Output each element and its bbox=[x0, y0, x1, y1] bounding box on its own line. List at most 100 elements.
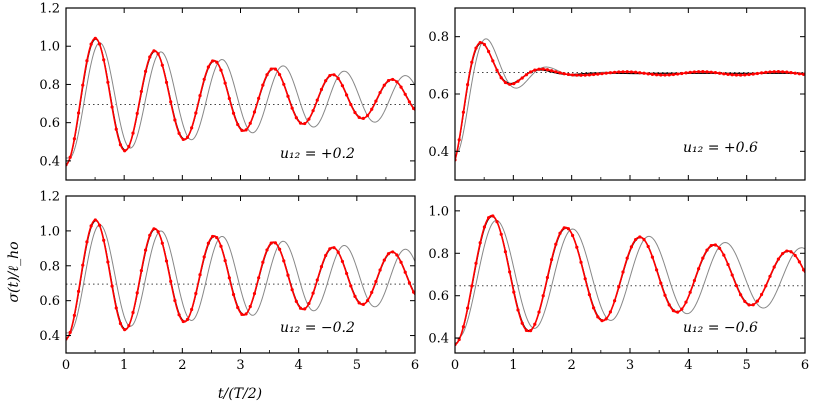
data-point bbox=[743, 73, 747, 77]
data-point bbox=[482, 225, 486, 229]
data-point bbox=[210, 234, 215, 239]
data-point bbox=[102, 238, 106, 242]
data-point bbox=[604, 71, 608, 75]
data-point bbox=[646, 72, 650, 76]
x-tick-label: 1 bbox=[509, 358, 517, 373]
data-point bbox=[550, 257, 554, 262]
data-point bbox=[797, 72, 802, 76]
data-point bbox=[558, 71, 562, 75]
data-point bbox=[244, 128, 248, 132]
data-point bbox=[190, 126, 194, 130]
data-point bbox=[164, 80, 169, 84]
data-point bbox=[730, 273, 734, 277]
data-point bbox=[764, 70, 768, 74]
data-point bbox=[382, 83, 386, 87]
data-point bbox=[223, 81, 227, 85]
data-point bbox=[550, 69, 554, 73]
data-point bbox=[688, 70, 692, 74]
data-point bbox=[148, 55, 152, 59]
data-point bbox=[265, 73, 269, 77]
data-point bbox=[520, 321, 524, 325]
series-line-1 bbox=[455, 214, 805, 346]
data-point bbox=[667, 73, 671, 77]
panel-2: 0.4 0.6 0.8 u₁₂ = +0.6 bbox=[428, 7, 806, 181]
data-point bbox=[185, 317, 190, 322]
data-point bbox=[596, 72, 600, 76]
data-point bbox=[135, 111, 139, 116]
data-point bbox=[412, 290, 415, 294]
data-point bbox=[650, 72, 655, 76]
data-point bbox=[676, 72, 680, 76]
y-axis-label: σ(t)/ℓ_ho bbox=[6, 241, 22, 302]
y-tick-label: 0.6 bbox=[39, 116, 60, 131]
data-point bbox=[621, 270, 625, 274]
data-point bbox=[261, 260, 265, 264]
data-point bbox=[139, 269, 143, 273]
data-point bbox=[399, 260, 403, 264]
series-line-3 bbox=[455, 38, 805, 152]
series-group bbox=[455, 38, 805, 162]
y-tick-label: 1.0 bbox=[39, 40, 60, 55]
data-point bbox=[123, 149, 127, 153]
data-point bbox=[378, 268, 382, 272]
data-point bbox=[802, 268, 805, 272]
data-point bbox=[596, 315, 600, 319]
data-point bbox=[617, 285, 621, 289]
data-point bbox=[332, 246, 336, 250]
data-point bbox=[374, 99, 378, 103]
data-point bbox=[621, 70, 625, 74]
data-point bbox=[470, 284, 474, 288]
data-point bbox=[697, 267, 701, 271]
data-point bbox=[324, 253, 328, 258]
data-point bbox=[177, 313, 181, 317]
data-point bbox=[646, 244, 650, 249]
data-point bbox=[152, 49, 156, 53]
data-point bbox=[734, 73, 739, 77]
data-point bbox=[169, 100, 173, 104]
data-point bbox=[290, 288, 294, 292]
data-point bbox=[143, 69, 148, 73]
data-point bbox=[93, 36, 97, 40]
data-point bbox=[76, 289, 81, 293]
data-point bbox=[185, 135, 190, 140]
data-point bbox=[219, 244, 223, 248]
data-point bbox=[659, 73, 663, 77]
data-point bbox=[545, 68, 550, 72]
data-point bbox=[545, 275, 550, 280]
data-point bbox=[206, 241, 210, 245]
data-point bbox=[629, 245, 634, 249]
data-point bbox=[257, 276, 261, 280]
data-point bbox=[613, 70, 617, 74]
data-point bbox=[747, 303, 751, 307]
y-tick-label: 1.2 bbox=[39, 2, 60, 17]
panel-1: 0.4 0.6 0.8 1.0 1.2 u₁₂ = +0.2 bbox=[39, 2, 416, 181]
data-point bbox=[386, 252, 391, 256]
series-group bbox=[66, 36, 415, 167]
y-tick-label: 0.6 bbox=[428, 289, 449, 304]
data-point bbox=[282, 82, 286, 86]
data-point bbox=[478, 241, 482, 245]
data-point bbox=[236, 122, 240, 127]
data-point bbox=[634, 237, 638, 242]
data-point bbox=[592, 72, 596, 77]
data-point bbox=[139, 89, 143, 94]
data-point bbox=[642, 71, 646, 75]
x-tick-label: 5 bbox=[353, 358, 361, 373]
data-point bbox=[72, 313, 76, 317]
data-point bbox=[244, 312, 248, 316]
data-point bbox=[713, 243, 718, 247]
data-point bbox=[533, 68, 537, 72]
data-point bbox=[261, 83, 265, 87]
data-point bbox=[386, 79, 391, 83]
x-tick-label: 2 bbox=[568, 358, 576, 373]
data-point bbox=[629, 70, 634, 74]
data-point bbox=[554, 242, 558, 246]
data-point bbox=[412, 106, 415, 111]
data-point bbox=[470, 60, 474, 64]
data-point bbox=[461, 325, 465, 329]
data-point bbox=[604, 317, 608, 321]
data-point bbox=[503, 80, 507, 85]
data-point bbox=[474, 261, 478, 265]
data-point bbox=[457, 337, 461, 342]
data-point bbox=[482, 42, 486, 47]
